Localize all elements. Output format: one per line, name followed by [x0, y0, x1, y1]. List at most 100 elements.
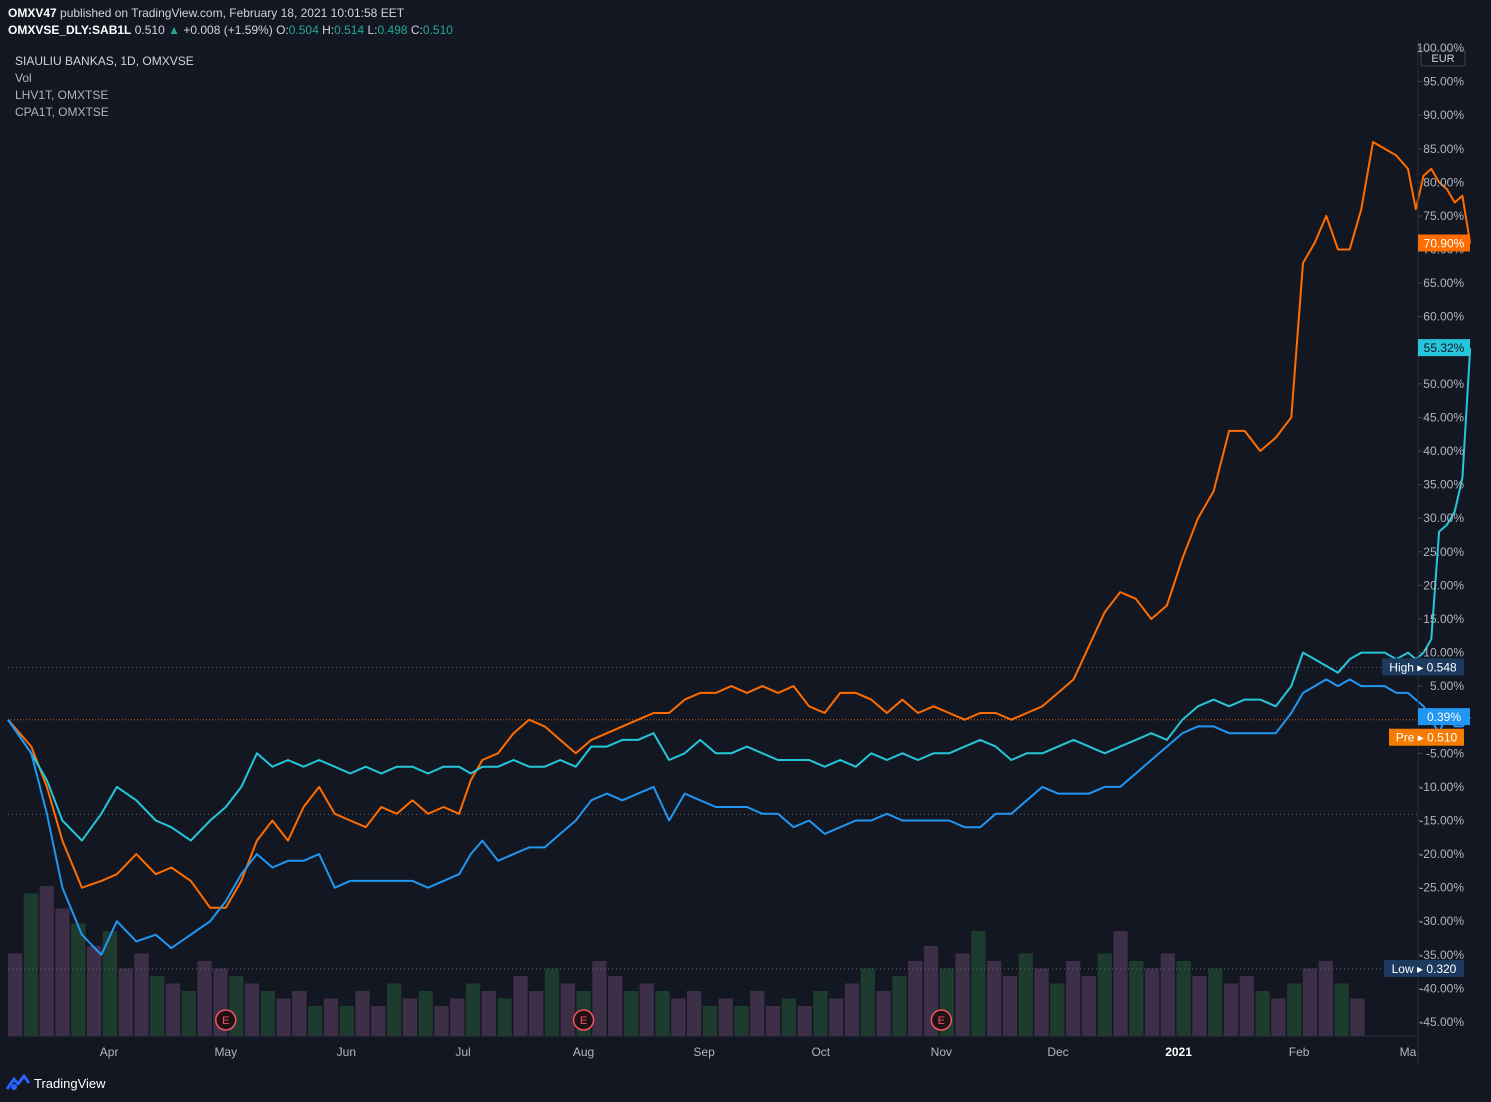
volume-bar	[497, 998, 512, 1036]
price-tick-label: -35.00%	[1419, 948, 1464, 962]
volume-bar	[481, 991, 497, 1036]
volume-bar	[734, 1006, 749, 1036]
volume-bar	[1255, 991, 1270, 1036]
volume-bar	[39, 886, 54, 1036]
price-tick-label: 75.00%	[1423, 209, 1464, 223]
series-last-label: 55.32%	[1424, 341, 1465, 355]
time-tick-label: Aug	[573, 1045, 594, 1059]
price-tick-label: -25.00%	[1419, 881, 1464, 895]
volume-bar	[1050, 983, 1065, 1036]
volume-bar	[1129, 961, 1144, 1036]
price-tick-label: 5.00%	[1430, 679, 1464, 693]
time-tick-label: Nov	[931, 1045, 952, 1059]
time-tick-label: May	[214, 1045, 237, 1059]
volume-bar	[687, 991, 702, 1036]
volume-bar	[1081, 976, 1097, 1036]
close-label: C:	[410, 23, 423, 37]
up-arrow-icon: ▲	[168, 23, 180, 37]
series-last-label-bg	[1418, 708, 1470, 726]
high-value: 0.514	[334, 23, 365, 37]
volume-bar	[71, 923, 86, 1036]
price-tick-label: 20.00%	[1423, 578, 1464, 592]
earnings-mark	[572, 1009, 595, 1031]
legend-main-series[interactable]: SIAULIU BANKAS, 1D, OMXVSE	[15, 54, 194, 68]
close-value: 0.510	[422, 23, 453, 37]
currency-badge	[1420, 49, 1466, 67]
time-axis[interactable]: Apr May Jun Jul Aug Sep Oct Nov Dec 2021 Feb Ma	[8, 1035, 1418, 1059]
reference-lines	[8, 666, 1418, 970]
volume-bar	[655, 991, 670, 1036]
time-tick-label: Sep	[693, 1045, 715, 1059]
low-price-label-bg	[1384, 959, 1464, 977]
open-value: 0.504	[288, 23, 319, 37]
legend-compare-cpa1t[interactable]: CPA1T, OMXTSE	[15, 105, 109, 119]
volume-bar	[23, 893, 39, 1036]
time-tick-label: Jun	[337, 1045, 356, 1059]
time-tick-label: Oct	[811, 1045, 830, 1059]
price-tick-label: 15.00%	[1423, 612, 1464, 626]
volume-bar	[1176, 961, 1191, 1036]
earnings-mark	[930, 1009, 953, 1031]
volume-bar	[339, 1006, 354, 1036]
volume-bar	[197, 961, 212, 1036]
volume-bar	[1334, 983, 1349, 1036]
volume-bar	[308, 1006, 323, 1036]
price-tick-label: -20.00%	[1419, 847, 1464, 861]
price-tick-label: 10.00%	[1423, 646, 1464, 660]
volume-bar	[276, 998, 291, 1036]
price-tick-label: -10.00%	[1419, 780, 1464, 794]
price-tick-label: 45.00%	[1423, 410, 1464, 424]
high-price-label-bg	[1382, 658, 1464, 676]
volume-bars	[8, 886, 1365, 1036]
volume-bar	[529, 991, 544, 1036]
time-tick-label: Ma	[1400, 1045, 1417, 1059]
pre-market-label-bg	[1389, 728, 1464, 746]
price-tick-label: -5.00%	[1426, 746, 1464, 760]
volume-bar	[829, 998, 844, 1036]
volume-bar	[797, 1006, 812, 1036]
volume-bar	[1350, 998, 1365, 1036]
volume-bar	[465, 983, 481, 1036]
volume-bar	[971, 931, 986, 1036]
volume-bar	[750, 991, 765, 1036]
price-tick-label: 35.00%	[1423, 478, 1464, 492]
volume-bar	[765, 1006, 781, 1036]
volume-bar	[608, 976, 623, 1036]
volume-bar	[1097, 953, 1112, 1036]
currency-label: EUR	[1431, 53, 1454, 65]
chart-legend: SIAULIU BANKAS, 1D, OMXVSE Vol LHV1T, OM…	[15, 53, 194, 121]
time-tick-label: 2021	[1165, 1045, 1192, 1059]
volume-bar	[450, 998, 465, 1036]
volume-bar	[860, 968, 875, 1036]
earnings-mark-label: E	[580, 1015, 587, 1027]
volume-bar	[244, 983, 260, 1036]
volume-bar	[102, 931, 118, 1036]
series-line	[7, 348, 1472, 842]
price-tick-label: -45.00%	[1419, 1015, 1464, 1029]
legend-volume[interactable]: Vol	[15, 71, 32, 85]
series-line	[7, 141, 1472, 909]
series-lines	[7, 141, 1472, 956]
price-tick-label: 50.00%	[1423, 377, 1464, 391]
tradingview-footer[interactable]: TradingView	[6, 1072, 106, 1094]
volume-bar	[813, 991, 828, 1036]
tradingview-logo-icon	[6, 1074, 30, 1090]
volume-bar	[623, 991, 639, 1036]
low-price-label: Low ▸ 0.320	[1392, 962, 1457, 976]
volume-bar	[1160, 953, 1176, 1036]
legend-compare-lhv1t[interactable]: LHV1T, OMXTSE	[15, 88, 109, 102]
time-tick-label: Apr	[100, 1045, 119, 1059]
volume-bar	[165, 983, 181, 1036]
price-labels: 70.90% 55.32% 0.39% High ▸ 0.548 Low ▸ 0.320…	[1382, 234, 1470, 977]
price-tick-label: 65.00%	[1423, 276, 1464, 290]
volume-bar	[1065, 961, 1081, 1036]
volume-bar	[955, 953, 970, 1036]
author-name[interactable]: OMXV47	[8, 6, 57, 20]
price-tick-label: -15.00%	[1419, 813, 1464, 827]
volume-bar	[671, 998, 686, 1036]
volume-bar	[8, 953, 23, 1036]
volume-bar	[1018, 953, 1033, 1036]
volume-bar	[1302, 968, 1318, 1036]
